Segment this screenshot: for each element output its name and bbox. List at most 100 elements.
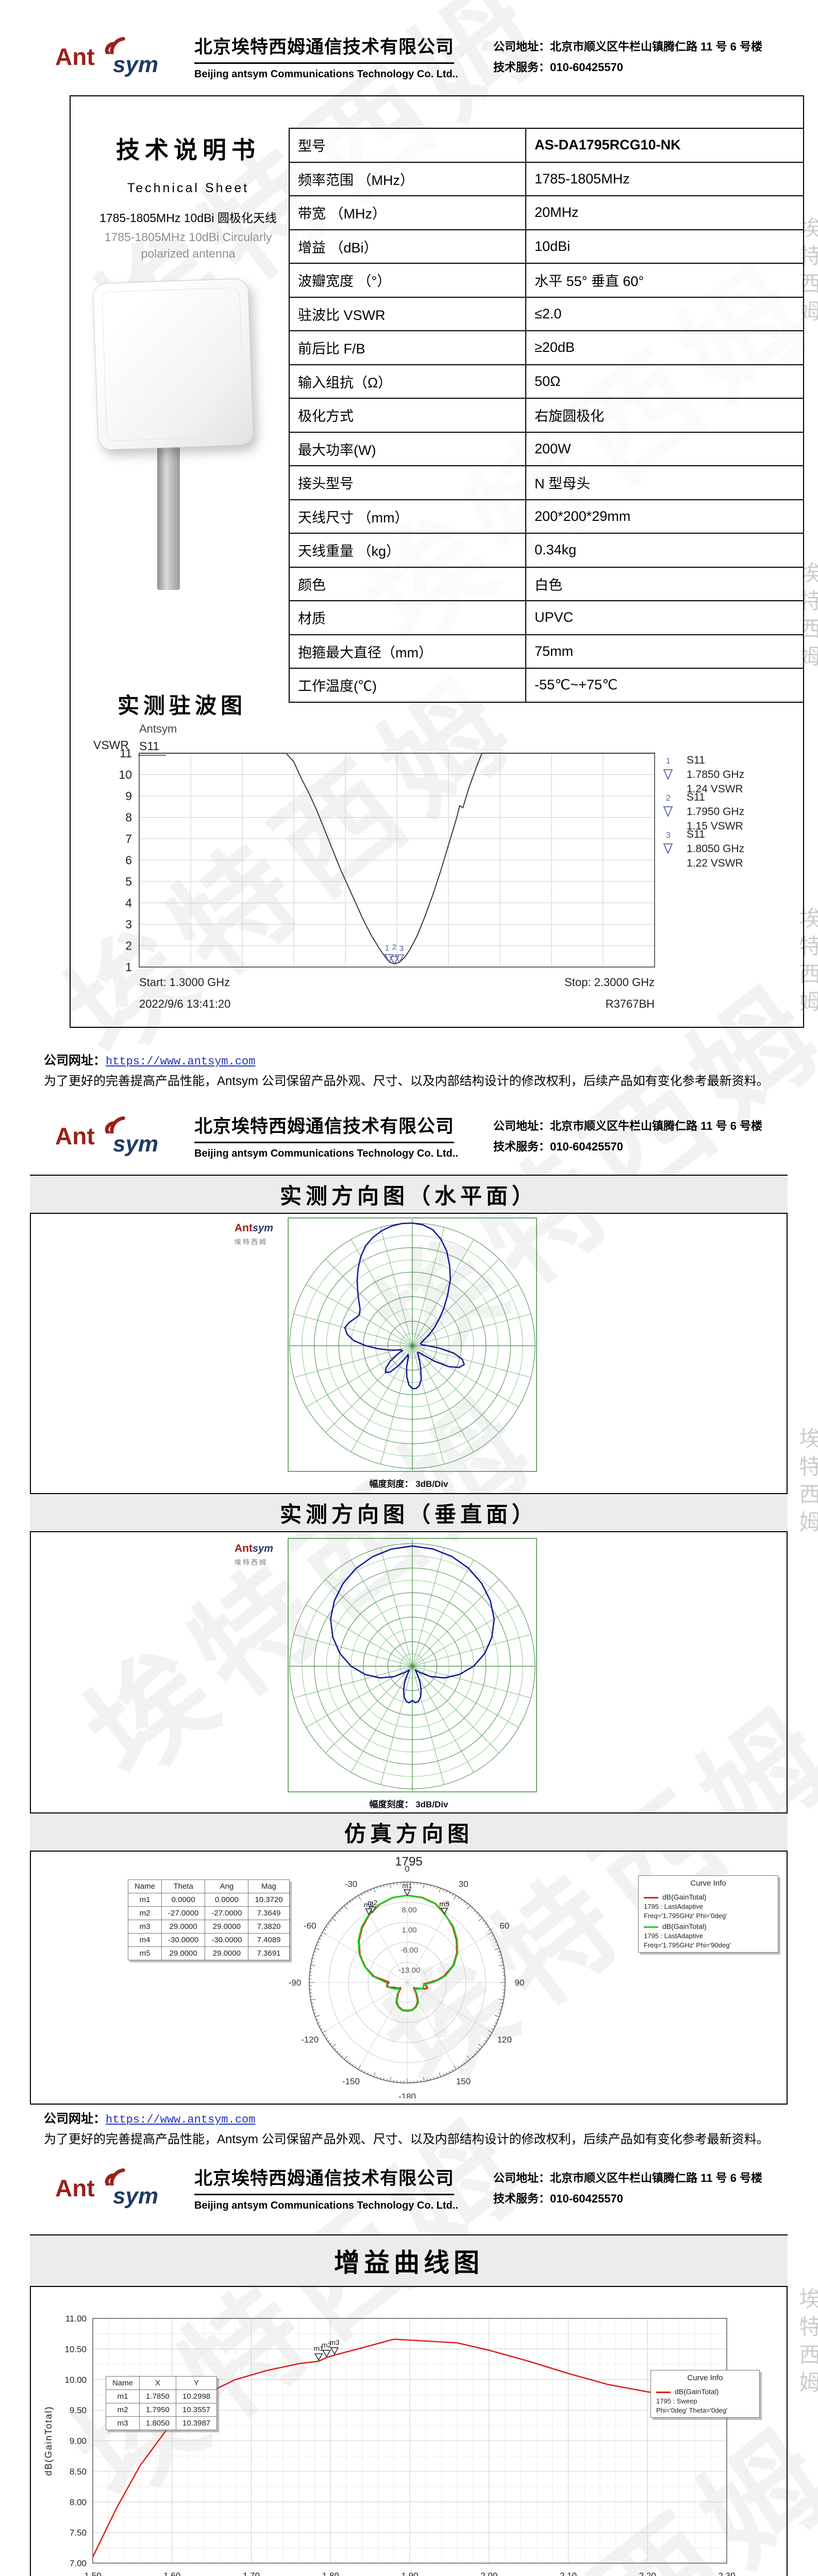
spec-row: 天线尺寸 （mm） 200*200*29mm bbox=[288, 499, 804, 534]
radiation-pattern-curve bbox=[344, 1222, 465, 1389]
svg-text:7: 7 bbox=[125, 832, 132, 845]
spec-row: 接头型号 N 型母头 bbox=[288, 465, 804, 500]
spec-cell: 0.34kg bbox=[525, 533, 804, 568]
section-bar-gain-curve: 增益曲线图 bbox=[30, 2234, 788, 2287]
legend-swatch bbox=[644, 1896, 658, 1899]
svg-text:2: 2 bbox=[125, 939, 132, 953]
spec-cell: 接头型号 bbox=[288, 465, 527, 500]
spec-cell: 材质 bbox=[288, 600, 527, 635]
sim-chart-title: 1795 bbox=[395, 1855, 423, 1869]
spec-row: 极化方式 右旋圆极化 bbox=[288, 398, 804, 433]
antenna-mast bbox=[157, 435, 180, 590]
svg-text:m2: m2 bbox=[368, 1899, 378, 1907]
spec-cell: 增益 （dBi） bbox=[288, 229, 527, 264]
sim-curve-info-legend: Curve Info dB(GainTotal) 1795 : LastAdapti… bbox=[638, 1875, 778, 1953]
doc-title-block: 技术说明书 Technical Sheet 1785-1805MHz 10dBi… bbox=[84, 131, 292, 262]
marker-row: m1 0.0000 0.0000 10.3720 bbox=[127, 1893, 290, 1907]
disclaimer-text: 为了更好的完善提高产品性能，Antsym 公司保留产品外观、尺寸、以及内部结构设… bbox=[44, 2132, 769, 2146]
service-phone: 技术服务：010-60425570 bbox=[493, 2192, 623, 2205]
svg-text:m5: m5 bbox=[439, 1900, 449, 1908]
svg-text:1.22 VSWR: 1.22 VSWR bbox=[687, 857, 743, 869]
svg-text:1.60: 1.60 bbox=[163, 2571, 180, 2576]
spec-cell: -55℃~+75℃ bbox=[525, 668, 804, 703]
svg-text:Stop: 2.3000 GHz: Stop: 2.3000 GHz bbox=[564, 976, 655, 989]
chart-mini-logo: Antsym 埃特西姆 bbox=[235, 1222, 296, 1246]
spec-row: 天线重量 （kg） 0.34kg bbox=[288, 533, 804, 568]
svg-text:S11: S11 bbox=[687, 828, 705, 840]
legend-entry: dB(GainTotal) bbox=[644, 1893, 773, 1901]
svg-text:R3767BH: R3767BH bbox=[606, 997, 655, 1010]
contact-block: 公司地址：北京市顺义区牛栏山镇腾仁路 11 号 6 号楼 技术服务：010-60… bbox=[493, 1116, 762, 1157]
watermark-side: 埃特西姆 bbox=[796, 1427, 818, 1538]
section-bar-vertical-pattern: 实测方向图（垂直面） bbox=[30, 1493, 788, 1532]
wifi-arcs-icon bbox=[105, 1116, 125, 1133]
svg-text:1.24 VSWR: 1.24 VSWR bbox=[687, 783, 743, 795]
doc-subtitle-en: 1785-1805MHz 10dBi Circularly polarized … bbox=[104, 230, 272, 260]
website-label: 公司网址： bbox=[44, 2112, 106, 2126]
svg-text:1.00: 1.00 bbox=[402, 1926, 416, 1935]
marker-row: m2 1.7950 10.3557 bbox=[105, 2403, 218, 2417]
doc-title-cn: 技术说明书 bbox=[116, 137, 260, 163]
website-link[interactable]: https://www.antsym.com bbox=[106, 2113, 256, 2126]
logo-text-ant: Ant bbox=[55, 2175, 95, 2201]
spec-cell: ≤2.0 bbox=[525, 296, 804, 331]
antenna-photo bbox=[92, 278, 260, 600]
spec-cell: 颜色 bbox=[288, 566, 527, 601]
svg-text:-60: -60 bbox=[304, 1921, 316, 1931]
legend-swatch bbox=[644, 1926, 658, 1928]
page-header: Ant sym 北京埃特西姆通信技术有限公司 Beijing antsym Co… bbox=[44, 28, 802, 86]
contact-block: 公司地址：北京市顺义区牛栏山镇腾仁路 11 号 6 号楼 技术服务：010-60… bbox=[493, 2168, 762, 2209]
svg-text:8.50: 8.50 bbox=[70, 2467, 87, 2477]
company-name-en: Beijing antsym Communications Technology… bbox=[194, 2200, 458, 2211]
spec-cell: 最大功率(W) bbox=[288, 431, 527, 466]
svg-text:30: 30 bbox=[459, 1879, 469, 1889]
legend-entry: dB(GainTotal) bbox=[656, 2387, 754, 2396]
marker-row: m3 1.8050 10.3987 bbox=[105, 2416, 218, 2430]
spec-cell: 50Ω bbox=[525, 364, 804, 399]
antenna-panel-outline bbox=[102, 287, 245, 442]
svg-text:7.50: 7.50 bbox=[70, 2528, 87, 2538]
spec-cell: N 型母头 bbox=[525, 465, 804, 500]
svg-text:8.00: 8.00 bbox=[402, 1906, 416, 1914]
spec-cell: 前后比 F/B bbox=[288, 330, 527, 365]
marker-row: m1 1.7850 10.2998 bbox=[105, 2389, 218, 2403]
svg-text:10.00: 10.00 bbox=[64, 2375, 87, 2385]
spec-row: 型号 AS-DA1795RCG10-NK bbox=[288, 128, 804, 163]
marker-row: m5 29.0000 29.0000 7.3691 bbox=[127, 1946, 290, 1960]
spec-row: 输入组抗（Ω） 50Ω bbox=[288, 364, 804, 399]
svg-text:Start: 1.3000 GHz: Start: 1.3000 GHz bbox=[139, 976, 230, 989]
spec-table: 型号 AS-DA1795RCG10-NK 频率范围 （MHz） 1785-1805MH… bbox=[288, 128, 804, 703]
svg-text:9.00: 9.00 bbox=[70, 2436, 87, 2446]
spec-row: 增益 （dBi） 10dBi bbox=[288, 229, 804, 264]
svg-text:1: 1 bbox=[666, 757, 671, 766]
logo-text-ant: Ant bbox=[235, 1222, 253, 1234]
svg-text:120: 120 bbox=[497, 2035, 512, 2045]
antsym-logo: Ant sym bbox=[55, 1110, 176, 1163]
antsym-logo: Ant sym bbox=[55, 2162, 176, 2215]
company-name-cn: 北京埃特西姆通信技术有限公司 bbox=[194, 32, 455, 64]
page1-content-box bbox=[70, 95, 804, 1028]
svg-text:m4: m4 bbox=[364, 1901, 374, 1909]
service-phone: 技术服务：010-60425570 bbox=[493, 61, 623, 74]
company-address: 公司地址：北京市顺义区牛栏山镇腾仁路 11 号 6 号楼 bbox=[493, 40, 762, 53]
spec-cell: 10dBi bbox=[525, 229, 804, 264]
spec-cell: 右旋圆极化 bbox=[525, 398, 804, 433]
marker-table: Name Theta Ang Mag m1 0.0000 0.0000 10.3720 m2 -2… bbox=[127, 1879, 290, 1960]
spec-row: 颜色 白色 bbox=[288, 566, 804, 601]
svg-text:2.10: 2.10 bbox=[560, 2571, 577, 2576]
spec-cell: 驻波比 VSWR bbox=[288, 296, 527, 331]
svg-text:6: 6 bbox=[125, 854, 132, 867]
svg-text:Antsym: Antsym bbox=[139, 722, 177, 735]
svg-text:10: 10 bbox=[119, 768, 132, 782]
spec-row: 抱箍最大直径（mm） 75mm bbox=[288, 634, 804, 669]
svg-text:60: 60 bbox=[499, 1921, 509, 1931]
website-link[interactable]: https://www.antsym.com bbox=[106, 1055, 256, 1068]
svg-text:2.20: 2.20 bbox=[639, 2571, 656, 2576]
service-phone: 技术服务：010-60425570 bbox=[493, 1140, 623, 1153]
logo-text-sym: sym bbox=[113, 1131, 159, 1157]
contact-block: 公司地址：北京市顺义区牛栏山镇腾仁路 11 号 6 号楼 技术服务：010-60… bbox=[493, 37, 762, 78]
company-address: 公司地址：北京市顺义区牛栏山镇腾仁路 11 号 6 号楼 bbox=[493, 2172, 762, 2184]
svg-text:S11: S11 bbox=[687, 791, 705, 803]
svg-text:-180: -180 bbox=[398, 2092, 416, 2098]
legend-subtext: 1795 : LastAdaptive bbox=[644, 1932, 703, 1940]
